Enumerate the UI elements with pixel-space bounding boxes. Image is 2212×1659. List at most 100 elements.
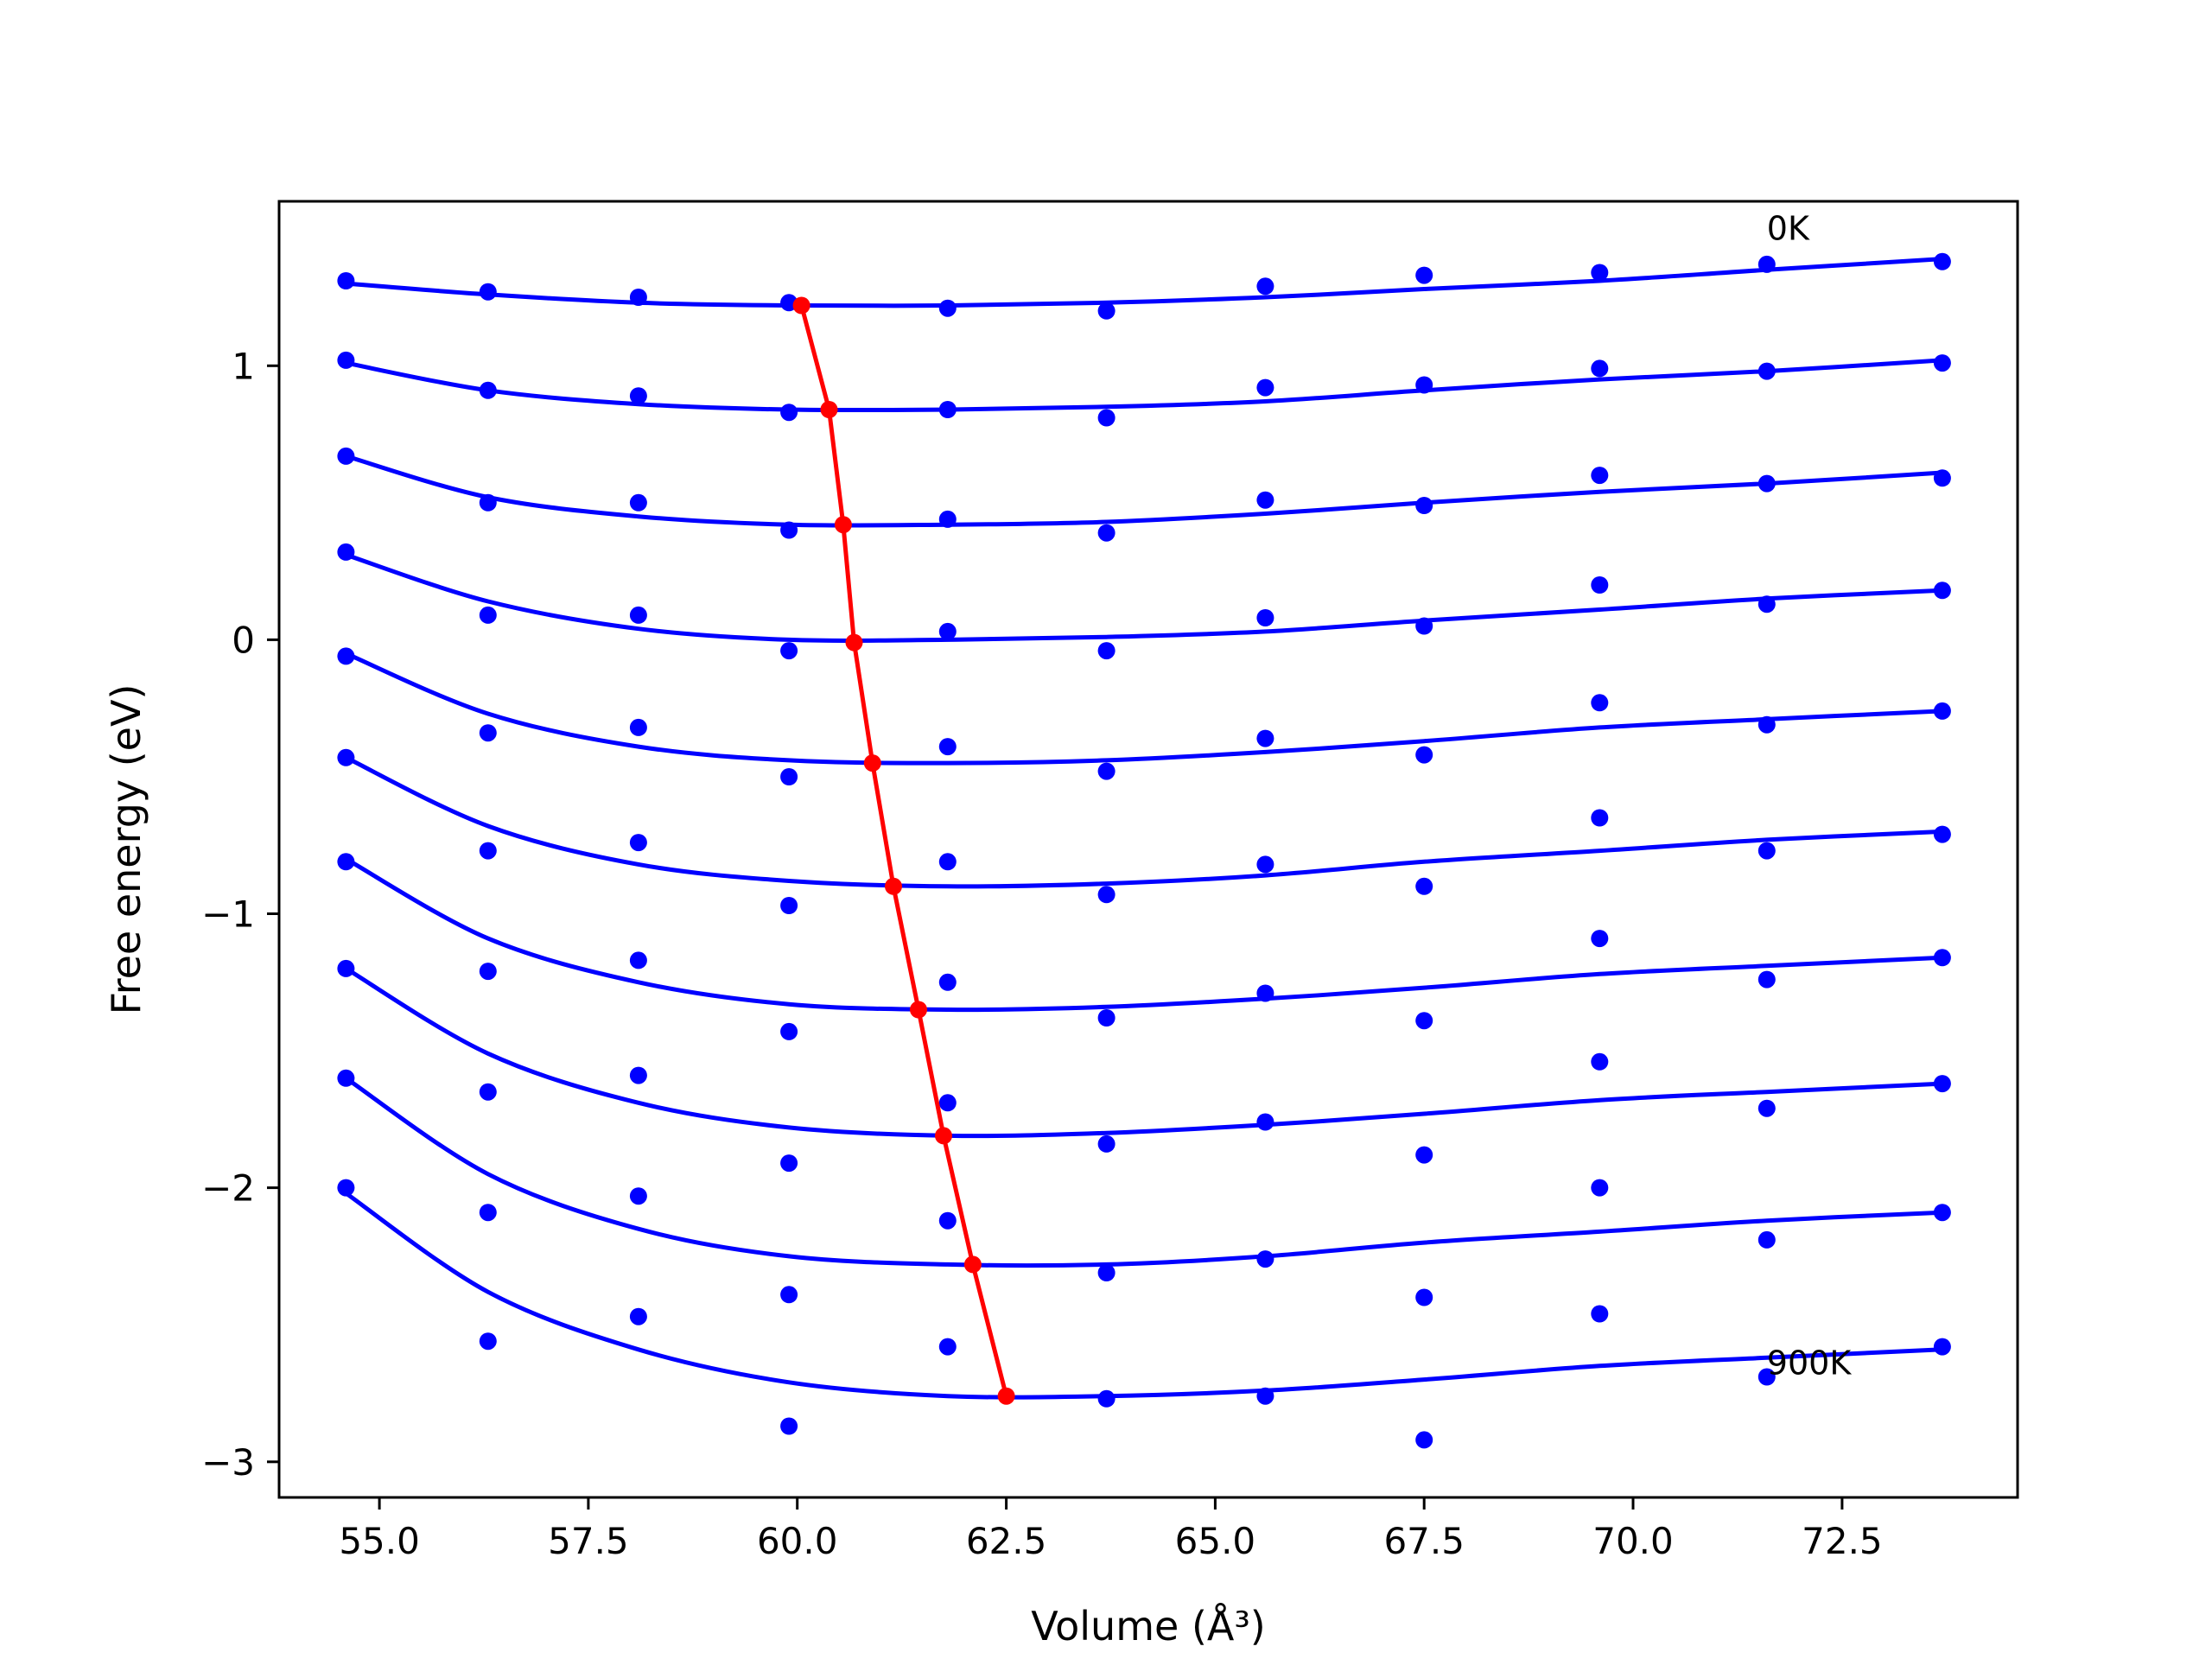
data-point-t2-v7 — [1256, 378, 1274, 397]
data-point-t5-v8 — [1415, 746, 1433, 764]
fit-curve-5 — [345, 651, 1943, 766]
data-point-t8-v8 — [1415, 1146, 1433, 1164]
fit-curve-8 — [345, 966, 1943, 1139]
data-point-t6-v3 — [629, 834, 647, 852]
data-point-t4-v7 — [1256, 609, 1274, 626]
data-point-t2-v9 — [1591, 359, 1609, 378]
data-point-t4-v6 — [1097, 642, 1116, 660]
data-point-t3-v10 — [1758, 474, 1776, 493]
y-tick-label-5: 1 — [232, 345, 255, 387]
data-point-t7-v6 — [1097, 1009, 1116, 1027]
data-point-t1-v8 — [1415, 266, 1433, 284]
data-point-t7-v10 — [1758, 970, 1776, 988]
x-axis-label: Volume (Å³) — [1031, 1603, 1266, 1649]
minimum-point-10 — [997, 1387, 1015, 1405]
plot-frame — [277, 200, 2019, 1499]
data-point-t3-v1 — [337, 447, 355, 465]
data-point-t10-v5 — [938, 1338, 957, 1356]
data-point-t6-v9 — [1591, 809, 1609, 827]
data-point-t7-v2 — [479, 963, 497, 981]
data-point-t5-v9 — [1591, 694, 1609, 712]
minimum-point-1 — [792, 296, 810, 315]
data-point-t2-v4 — [780, 404, 798, 422]
x-tick-label-3: 60.0 — [757, 1520, 838, 1562]
data-point-t2-v6 — [1097, 409, 1116, 427]
data-point-t9-v2 — [479, 1204, 497, 1222]
data-point-t8-v5 — [938, 1094, 957, 1112]
data-point-t1-v10 — [1758, 255, 1776, 273]
data-point-t7-v3 — [629, 951, 647, 969]
data-point-t3-v3 — [629, 493, 647, 512]
data-point-t7-v5 — [938, 973, 957, 991]
data-point-t6-v4 — [780, 897, 798, 914]
x-tick-label-1: 55.0 — [339, 1520, 420, 1562]
x-tick-label-4: 62.5 — [966, 1520, 1047, 1562]
fit-curve-1 — [346, 257, 1943, 308]
data-point-t5-v1 — [337, 647, 355, 665]
fit-curve-7 — [345, 856, 1943, 1013]
data-point-t5-v6 — [1097, 762, 1116, 780]
data-point-t8-v11 — [1933, 1075, 1951, 1093]
data-point-t2-v5 — [938, 401, 957, 418]
data-point-t4-v8 — [1415, 617, 1433, 635]
data-point-t8-v1 — [337, 959, 355, 977]
data-point-t3-v8 — [1415, 497, 1433, 514]
data-point-t4-v2 — [479, 606, 497, 624]
data-point-t6-v11 — [1933, 825, 1951, 843]
data-point-t9-v4 — [780, 1286, 798, 1304]
x-axis-ticks: 55.0 57.5 60.0 62.5 65.0 67.5 70.0 72.5 — [339, 1497, 1883, 1562]
data-point-t1-v2 — [479, 283, 497, 301]
data-points — [337, 252, 1951, 1449]
data-point-t4-v10 — [1758, 595, 1776, 613]
y-tick-label-3: −1 — [201, 893, 255, 936]
data-point-t1-v3 — [629, 289, 647, 306]
data-point-t9-v7 — [1256, 1250, 1274, 1268]
data-point-t2-v11 — [1933, 354, 1951, 372]
minimum-point-9 — [963, 1255, 982, 1274]
data-point-t3-v4 — [780, 521, 798, 539]
data-point-t8-v4 — [780, 1154, 798, 1173]
x-tick-label-6: 67.5 — [1383, 1520, 1465, 1562]
data-point-t7-v11 — [1933, 949, 1951, 967]
data-point-t6-v10 — [1758, 842, 1776, 860]
data-point-t10-v9 — [1591, 1305, 1609, 1323]
y-axis-label: Free energy (eV) — [103, 684, 149, 1015]
data-point-t9-v9 — [1591, 1179, 1609, 1197]
data-point-t1-v5 — [938, 299, 957, 317]
data-point-t6-v6 — [1097, 886, 1116, 904]
data-point-t10-v6 — [1097, 1389, 1116, 1408]
data-point-t4-v4 — [780, 642, 798, 660]
y-tick-label-4: 0 — [232, 619, 255, 661]
data-point-t2-v3 — [629, 387, 647, 405]
temperature-label-2: 900K — [1767, 1344, 1853, 1382]
temperature-label-1: 0K — [1767, 209, 1810, 247]
fit-curve-3 — [345, 454, 1943, 528]
data-point-t2-v2 — [479, 381, 497, 399]
data-point-t10-v3 — [629, 1307, 647, 1325]
data-point-t9-v8 — [1415, 1288, 1433, 1306]
data-point-t6-v2 — [479, 842, 497, 860]
y-tick-label-2: −2 — [201, 1167, 255, 1210]
fit-curve-6 — [345, 755, 1943, 889]
data-point-t5-v10 — [1758, 715, 1776, 734]
x-tick-label-2: 57.5 — [548, 1520, 629, 1562]
data-point-t4-v3 — [629, 606, 647, 624]
data-point-t6-v7 — [1256, 855, 1274, 874]
data-point-t5-v11 — [1933, 702, 1951, 720]
data-point-t3-v2 — [479, 493, 497, 512]
data-point-t3-v5 — [938, 510, 957, 528]
data-point-t8-v9 — [1591, 1052, 1609, 1071]
x-tick-label-5: 65.0 — [1175, 1520, 1256, 1562]
data-point-t6-v8 — [1415, 877, 1433, 895]
data-point-t9-v1 — [337, 1069, 355, 1087]
data-point-t3-v9 — [1591, 467, 1609, 485]
minimum-point-5 — [863, 754, 881, 772]
data-point-t7-v1 — [337, 853, 355, 871]
data-point-t6-v5 — [938, 853, 957, 871]
annotations: 0K 900K — [1767, 209, 1853, 1382]
data-point-t7-v8 — [1415, 1012, 1433, 1030]
data-point-t8-v2 — [479, 1083, 497, 1101]
data-point-t8-v3 — [629, 1066, 647, 1084]
data-point-t7-v7 — [1256, 984, 1274, 1002]
